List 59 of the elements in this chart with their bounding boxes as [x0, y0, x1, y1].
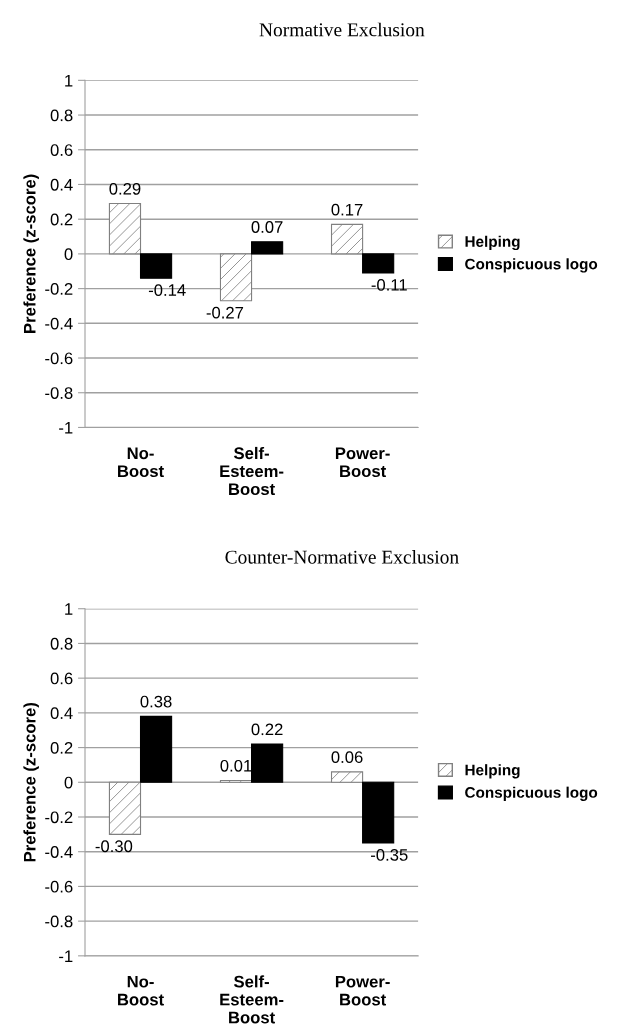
legend-label: Helping — [465, 235, 520, 251]
y-tick-label: 0 — [64, 248, 73, 261]
legend-label: Conspicuous logo — [465, 786, 598, 801]
y-tick-label: -0.8 — [45, 915, 73, 928]
y-tick-label: 0.2 — [50, 213, 73, 226]
data-label: -0.11 — [371, 278, 407, 291]
y-tick-label: -0.4 — [45, 846, 73, 858]
data-label: 0.01 — [220, 759, 252, 772]
y-tick-label: -1 — [59, 422, 73, 434]
bar — [362, 781, 395, 844]
bar — [139, 253, 173, 279]
y-tick-label: 0.8 — [50, 109, 73, 122]
bar — [330, 771, 364, 783]
y-tick-label: 1 — [65, 74, 73, 87]
y-tick-label: -0.8 — [45, 387, 73, 399]
y-tick-label: -0.2 — [45, 811, 73, 824]
data-label: 0.22 — [251, 723, 283, 736]
y-tick-label: -1 — [59, 950, 73, 962]
bar — [330, 223, 364, 255]
y-tick-label: -0.6 — [45, 352, 73, 365]
chart-title: Counter-Normative Exclusion — [225, 550, 459, 564]
y-tick-label: 1 — [65, 603, 73, 615]
y-tick-label: -0.4 — [45, 317, 73, 330]
legend-label: Conspicuous logo — [465, 258, 598, 273]
x-tick-label: No- Boost — [118, 975, 164, 1006]
y-tick-label: 0.4 — [50, 707, 73, 720]
data-label: 0.17 — [331, 203, 363, 216]
y-tick-label: -0.6 — [45, 880, 73, 893]
data-label: -0.35 — [371, 849, 408, 861]
x-tick-label: Power- Boost — [335, 975, 390, 1006]
y-tick-label: 0.6 — [50, 672, 73, 685]
y-axis-title: Preference (z-score) — [23, 702, 39, 862]
y-tick-label: 0.4 — [50, 178, 73, 191]
data-label: 0.06 — [331, 751, 363, 764]
bar — [251, 241, 284, 255]
y-tick-label: 0.6 — [50, 144, 73, 156]
chart-title: Normative Exclusion — [259, 22, 425, 37]
bar — [362, 253, 395, 274]
data-label: 0.29 — [109, 182, 141, 195]
data-label: -0.27 — [206, 306, 244, 319]
data-label: 0.38 — [140, 695, 172, 708]
y-tick-label: 0.2 — [50, 741, 73, 754]
bar — [139, 715, 173, 783]
y-axis-title: Preference (z-score) — [23, 174, 39, 333]
legend-label: Helping — [465, 764, 520, 779]
x-tick-label: No- Boost — [118, 447, 164, 478]
x-tick-label: Self- Esteem- Boost — [220, 975, 284, 1024]
x-tick-label: Power- Boost — [335, 447, 390, 478]
bar — [108, 203, 142, 255]
bar — [251, 743, 284, 783]
x-tick-label: Self- Esteem- Boost — [220, 446, 284, 496]
data-label: -0.30 — [95, 840, 133, 853]
data-label: -0.14 — [148, 284, 186, 296]
data-label: 0.07 — [251, 221, 283, 233]
y-tick-label: 0.8 — [50, 637, 73, 650]
bar — [108, 781, 142, 835]
bar — [219, 253, 253, 302]
y-tick-label: 0 — [64, 776, 73, 789]
y-tick-label: -0.2 — [45, 283, 73, 295]
